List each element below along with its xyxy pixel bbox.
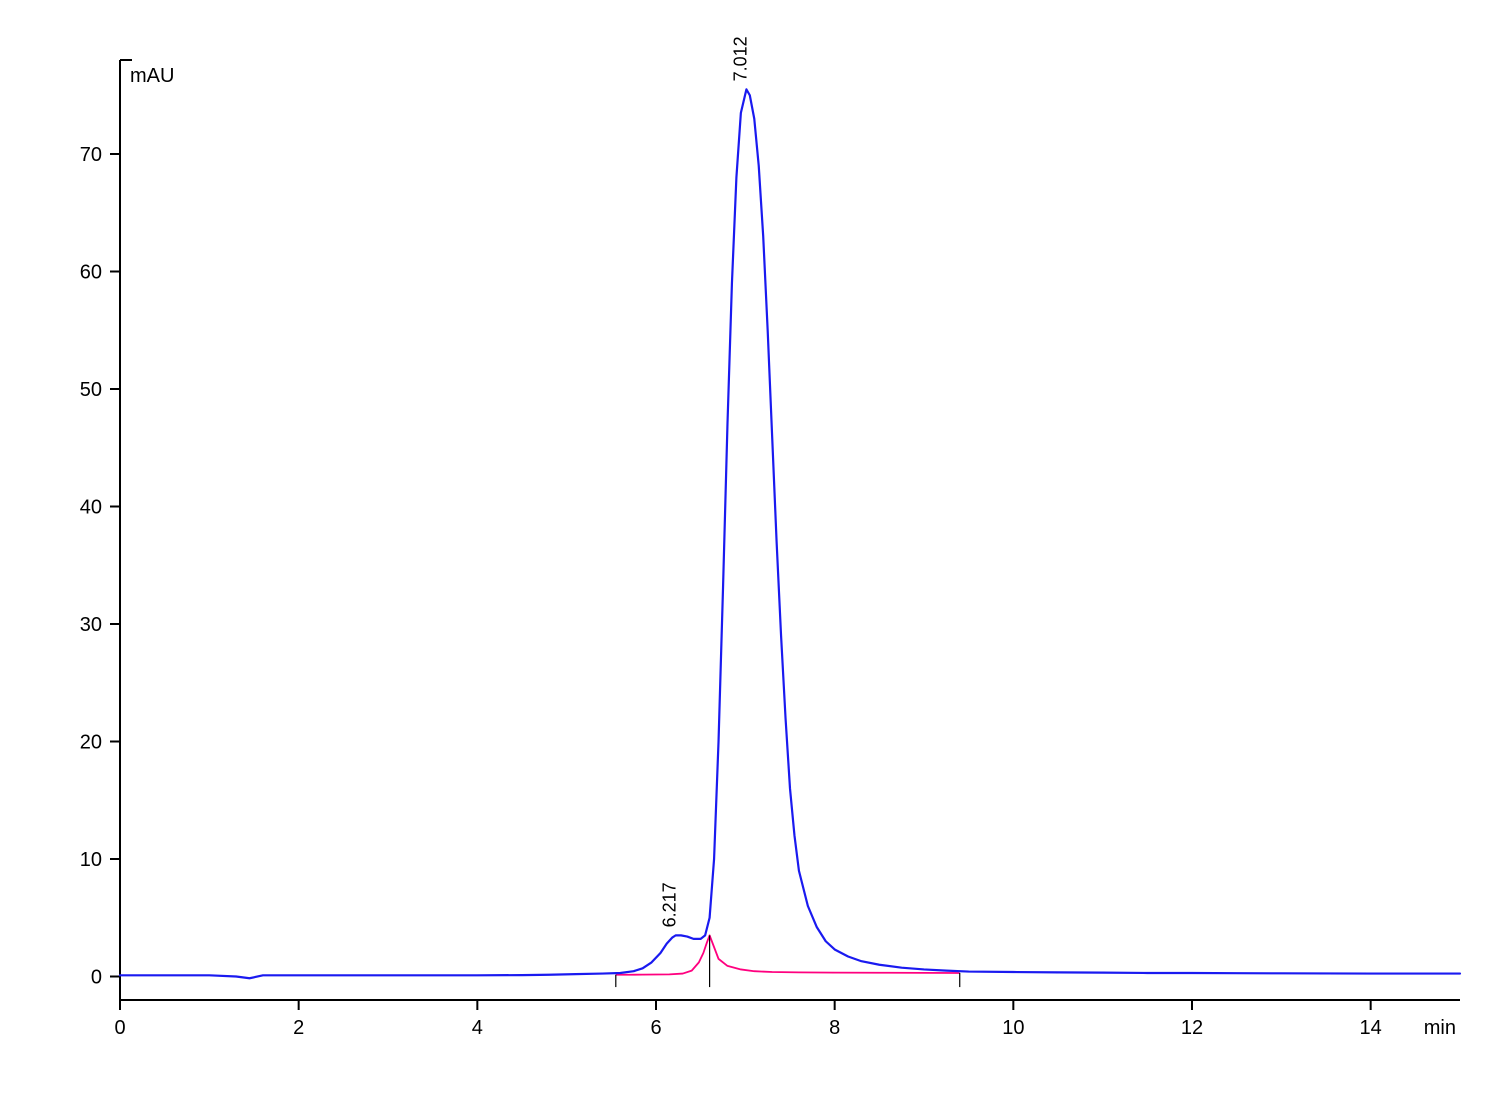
- peak-label: 6.217: [659, 882, 679, 927]
- x-tick-label: 4: [472, 1017, 483, 1039]
- peak-label: 7.012: [730, 36, 750, 81]
- y-tick-label: 20: [80, 732, 102, 754]
- y-tick-label: 40: [80, 497, 102, 519]
- chart-svg: 0 10 20 30 40 50 60 70 0 2 4 6 8 10 12 14 mAU min 6.217 7.0…: [0, 0, 1500, 1100]
- x-tick-label: 8: [829, 1017, 840, 1039]
- x-tick-label: 6: [650, 1017, 661, 1039]
- x-tick-label: 12: [1181, 1017, 1203, 1039]
- y-tick-label: 30: [80, 614, 102, 636]
- x-tick-label: 0: [114, 1017, 125, 1039]
- y-tick-label: 10: [80, 849, 102, 871]
- x-axis-label: min: [1424, 1017, 1456, 1039]
- x-tick-label: 2: [293, 1017, 304, 1039]
- x-tick-label: 10: [1002, 1017, 1024, 1039]
- y-tick-label: 0: [91, 967, 102, 989]
- y-tick-label: 50: [80, 379, 102, 401]
- chromatogram-chart: 0 10 20 30 40 50 60 70 0 2 4 6 8 10 12 14 mAU min 6.217 7.0…: [0, 0, 1500, 1100]
- y-tick-label: 60: [80, 262, 102, 284]
- y-tick-label: 70: [80, 144, 102, 166]
- y-axis-label: mAU: [130, 65, 174, 87]
- x-tick-label: 14: [1360, 1017, 1382, 1039]
